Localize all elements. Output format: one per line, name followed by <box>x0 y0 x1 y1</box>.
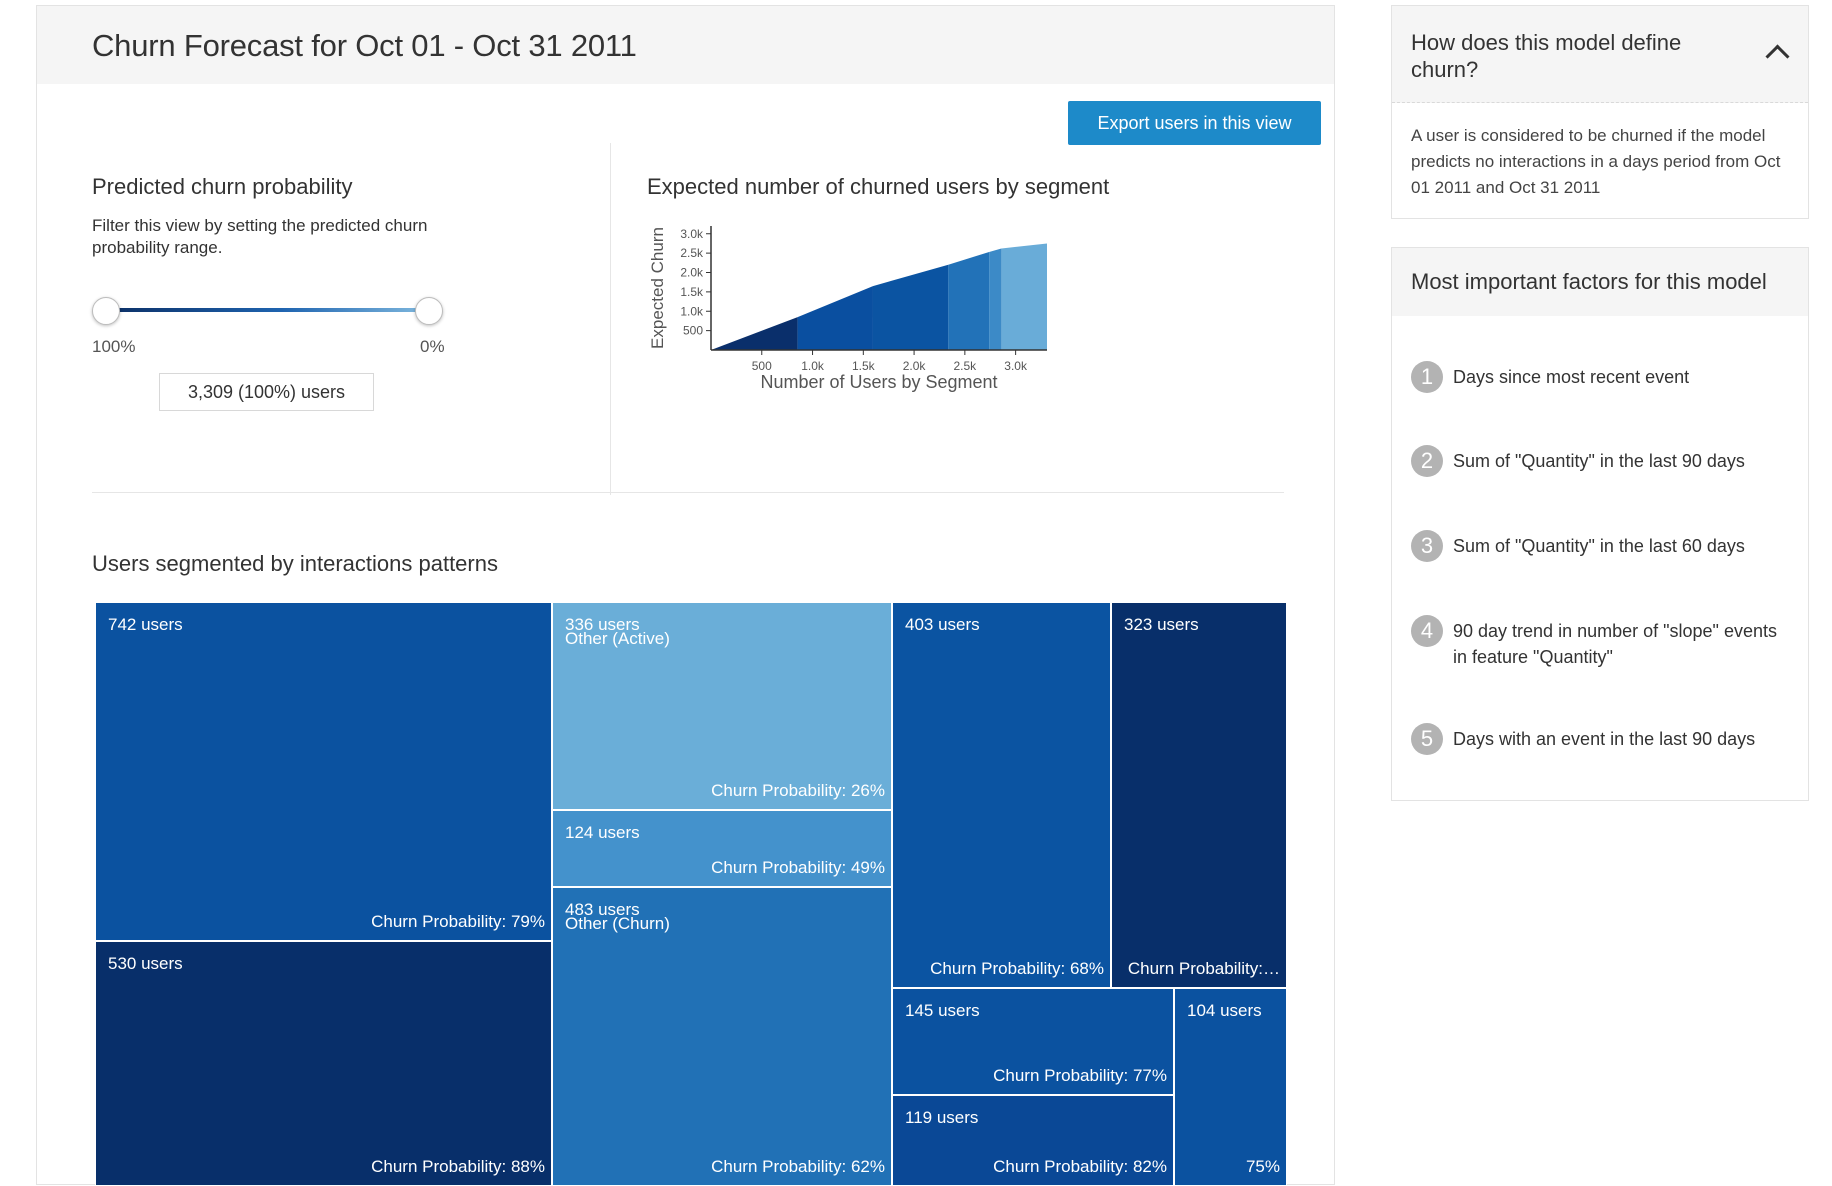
x-tick-label: 2.5k <box>954 359 978 373</box>
probability-slider-track[interactable] <box>104 308 427 312</box>
chart-area-segment <box>948 251 990 350</box>
tile-group: Other (Active) <box>565 629 670 648</box>
tile-users: 104 users <box>1187 1001 1262 1020</box>
tile-users: 403 users <box>905 615 980 634</box>
slider-handle-max[interactable] <box>92 297 120 325</box>
segment-tile[interactable]: 530 users Churn Probability: 88% <box>95 941 552 1186</box>
probability-filter-description: Filter this view by setting the predicte… <box>92 216 428 257</box>
segment-tile[interactable]: 124 users Churn Probability: 49% <box>552 810 892 887</box>
tile-churn-probability: Churn Probability: 62% <box>711 1157 885 1176</box>
factor-text: Days since most recent event <box>1453 367 1690 387</box>
chart-area-segment <box>1001 243 1047 350</box>
segment-tile[interactable]: 483 users Other (Churn) Churn Probabilit… <box>552 887 892 1186</box>
churn-segment-chart: 500 1.0k 1.5k 2.0k 2.5k 3.0k 500 1.0k 1.5k 2.0k 2… <box>648 226 1047 392</box>
factor-item: 5 Days with an event in the last 90 days <box>1411 723 1801 763</box>
chart-area-segment <box>872 264 949 350</box>
tile-churn-probability: Churn Probability: 82% <box>993 1157 1167 1176</box>
segments-title: Users segmented by interactions patterns <box>92 551 498 576</box>
x-axis-label: Number of Users by Segment <box>760 372 997 392</box>
factor-rank-badge: 2 <box>1411 445 1443 477</box>
x-tick-label: 3.0k <box>1004 359 1028 373</box>
segment-tile[interactable]: 323 users Churn Probability:… <box>1111 602 1287 988</box>
tile-churn-probability: Churn Probability: 26% <box>711 781 885 800</box>
vertical-divider <box>610 143 611 495</box>
chart-area-segment <box>797 286 873 350</box>
slider-handle-min[interactable] <box>415 297 443 325</box>
tile-churn-probability: Churn Probability: 77% <box>993 1066 1167 1085</box>
y-tick-label: 500 <box>683 324 703 338</box>
tile-users: 530 users <box>108 954 183 973</box>
tile-group: Other (Churn) <box>565 914 670 933</box>
factor-item: 1 Days since most recent event <box>1411 361 1801 401</box>
tile-users: 336 users <box>565 615 640 634</box>
y-tick-label: 2.5k <box>680 246 704 260</box>
factor-item: 4 90 day trend in number of "slope" even… <box>1411 615 1801 675</box>
tile-users: 119 users <box>905 1108 979 1127</box>
factor-text: Sum of "Quantity" in the last 60 days <box>1453 536 1745 556</box>
churn-definition-text: A user is considered to be churned if th… <box>1411 126 1781 197</box>
x-tick-label: 2.0k <box>903 359 927 373</box>
export-users-button[interactable]: Export users in this view <box>1068 101 1321 145</box>
probability-filter-title: Predicted churn probability <box>92 174 353 199</box>
factors-header: Most important factors for this model <box>1392 248 1808 316</box>
y-tick-label: 1.5k <box>680 285 704 299</box>
segment-tile[interactable]: 742 users Churn Probability: 79% <box>95 602 552 941</box>
factor-rank-badge: 4 <box>1411 615 1443 647</box>
selected-users-count: 3,309 (100%) users <box>159 373 374 411</box>
factor-text: Days with an event in the last 90 days <box>1453 729 1756 749</box>
segment-tile[interactable]: 119 users Churn Probability: 82% <box>892 1095 1174 1186</box>
y-tick-label: 2.0k <box>680 266 704 280</box>
tile-churn-probability: Churn Probability: 88% <box>371 1157 545 1176</box>
collapse-chevron-icon[interactable] <box>1765 44 1790 69</box>
factor-rank-badge: 5 <box>1411 723 1443 755</box>
factor-text: Sum of "Quantity" in the last 90 days <box>1453 451 1745 471</box>
tile-users: 323 users <box>1124 615 1199 634</box>
factor-item: 2 Sum of "Quantity" in the last 90 days <box>1411 445 1801 485</box>
factor-text: 90 day trend in number of "slope" events… <box>1453 621 1777 667</box>
x-tick-label: 1.5k <box>852 359 876 373</box>
segment-tile[interactable]: 336 users Other (Active) Churn Probabili… <box>552 602 892 810</box>
factors-card: Most important factors for this model 1 … <box>1391 247 1809 801</box>
chart-area-segment <box>711 317 798 350</box>
x-tick-label: 500 <box>752 359 772 373</box>
segment-tile[interactable]: 403 users Churn Probability: 68% <box>892 602 1111 988</box>
horizontal-divider <box>92 492 1284 493</box>
churn-definition-card: How does this model define churn? A user… <box>1391 5 1809 219</box>
segment-chart-title: Expected number of churned users by segm… <box>647 174 1110 199</box>
tile-users: 124 users <box>565 823 640 842</box>
factors-title: Most important factors for this model <box>1411 269 1767 294</box>
segment-tile[interactable]: 145 users Churn Probability: 77% <box>892 988 1174 1095</box>
slider-label-min: 0% <box>420 337 445 356</box>
page-title: Churn Forecast for Oct 01 - Oct 31 2011 <box>92 28 637 63</box>
tile-churn-probability: Churn Probability:… <box>1127 959 1280 978</box>
churn-definition-header[interactable]: How does this model define churn? <box>1392 6 1808 103</box>
churn-definition-title: How does this model define churn? <box>1411 30 1682 82</box>
factor-rank-badge: 1 <box>1411 361 1443 393</box>
tile-users: 742 users <box>108 615 183 634</box>
slider-label-max: 100% <box>92 337 136 356</box>
tile-users: 483 users <box>565 900 640 919</box>
y-tick-label: 3.0k <box>680 227 704 241</box>
factor-item: 3 Sum of "Quantity" in the last 60 days <box>1411 530 1801 570</box>
page-header: Churn Forecast for Oct 01 - Oct 31 2011 <box>37 6 1334 84</box>
y-tick-label: 1.0k <box>680 304 704 318</box>
tile-users: 145 users <box>905 1001 980 1020</box>
main-panel: Churn Forecast for Oct 01 - Oct 31 2011 … <box>36 5 1335 1186</box>
segment-tile[interactable]: 104 users 75% <box>1174 988 1287 1186</box>
tile-churn-probability: Churn Probability: 79% <box>371 912 545 931</box>
tile-churn-probability: Churn Probability: 68% <box>930 959 1104 978</box>
tile-churn-probability: 75% <box>1245 1157 1280 1176</box>
tile-churn-probability: Churn Probability: 49% <box>711 858 885 877</box>
factor-rank-badge: 3 <box>1411 530 1443 562</box>
x-tick-label: 1.0k <box>801 359 825 373</box>
chart-area-segment <box>989 248 1002 350</box>
segments-treemap: 742 users Churn Probability: 79% 530 use… <box>95 602 1287 1186</box>
y-axis-label: Expected Churn <box>648 227 667 349</box>
